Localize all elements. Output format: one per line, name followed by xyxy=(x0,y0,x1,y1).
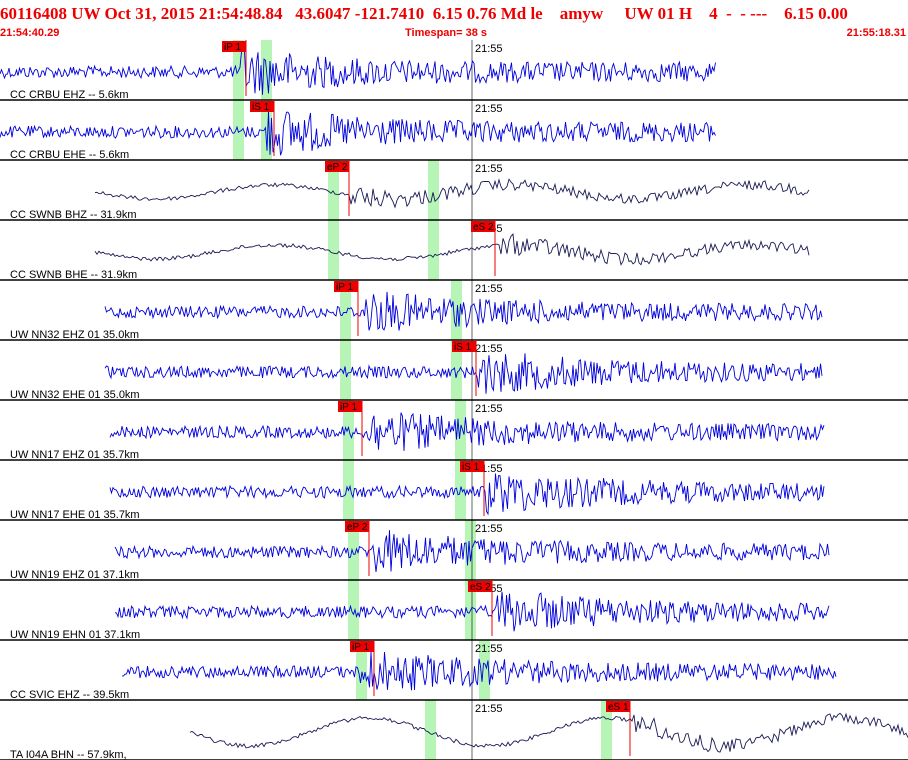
pick-label: iS 1 xyxy=(454,342,472,353)
time-mark: 21:55 xyxy=(475,283,503,295)
pick-flag xyxy=(350,641,374,652)
waveform xyxy=(0,50,716,95)
pick-flag xyxy=(325,161,349,172)
waveform xyxy=(121,651,837,691)
pick-label: eS 2 xyxy=(473,222,494,233)
pick-flag xyxy=(338,401,362,412)
pick-label: iP 1 xyxy=(336,282,353,293)
event-line: 60116408 UW Oct 31, 2015 21:54:48.84 43.… xyxy=(0,4,848,23)
time-mark: 21:55 xyxy=(475,403,503,415)
timespan: Timespan= 38 s xyxy=(405,27,487,39)
waveform xyxy=(109,412,825,451)
trace-label: UW NN32 EHE 01 35.0km xyxy=(10,389,140,401)
time-mark: 21:55 xyxy=(475,163,503,175)
trace-label: CC CRBU EHE -- 5.6km xyxy=(10,149,129,161)
trace-label: UW NN17 EHE 01 35.7km xyxy=(10,509,140,521)
pick-flag xyxy=(471,221,495,232)
time-mark: 21:55 xyxy=(475,103,503,115)
pick-window xyxy=(479,640,490,700)
pick-label: iS 1 xyxy=(252,102,270,113)
waveform xyxy=(0,110,716,156)
pick-flag xyxy=(468,581,492,592)
pick-window xyxy=(356,640,367,700)
trace-label: CC SWNB BHE -- 31.9km xyxy=(10,269,137,281)
trace-label: UW NN32 EHZ 01 35.0km xyxy=(10,329,139,341)
time-mark: 21:55 xyxy=(475,703,503,715)
waveform xyxy=(104,291,823,331)
waveform xyxy=(94,233,810,266)
end-time: 21:55:18.31 xyxy=(847,27,906,39)
pick-flag xyxy=(222,41,246,52)
waveform xyxy=(104,353,823,394)
time-mark: 21:55 xyxy=(475,523,503,535)
pick-flag xyxy=(345,521,369,532)
pick-flag xyxy=(334,281,358,292)
waveform xyxy=(114,530,830,572)
start-time: 21:54:40.29 xyxy=(0,27,59,39)
waveform xyxy=(114,591,830,632)
pick-label: eS 2 xyxy=(470,582,491,593)
pick-label: iP 1 xyxy=(224,42,241,53)
pick-flag xyxy=(460,461,484,472)
trace-label: TA I04A BHN -- 57.9km, xyxy=(10,749,127,760)
time-mark: 21:55 xyxy=(475,343,503,355)
waveform xyxy=(109,473,825,516)
trace-label: UW NN17 EHZ 01 35.7km xyxy=(10,449,139,461)
waveform xyxy=(94,178,810,209)
pick-flag xyxy=(606,701,630,712)
trace-label: CC CRBU EHZ -- 5.6km xyxy=(10,89,129,101)
pick-label: eS 1 xyxy=(608,702,629,713)
trace-label: CC SWNB BHZ -- 31.9km xyxy=(10,209,137,221)
trace-label: UW NN19 EHZ 01 37.1km xyxy=(10,569,139,581)
pick-label: eP 2 xyxy=(347,522,368,533)
pick-flag xyxy=(452,341,476,352)
pick-label: iS 1 xyxy=(462,462,480,473)
time-mark: 21:55 xyxy=(475,43,503,55)
trace-label: CC SVIC EHZ -- 39.5km xyxy=(10,689,129,701)
pick-window xyxy=(601,700,612,760)
pick-flag xyxy=(250,101,274,112)
trace-label: UW NN19 EHN 01 37.1km xyxy=(10,629,140,641)
pick-label: iP 1 xyxy=(352,642,369,653)
waveform xyxy=(189,712,908,753)
pick-label: eP 2 xyxy=(327,162,348,173)
pick-label: iP 1 xyxy=(340,402,357,413)
time-mark: 21:55 xyxy=(475,643,503,655)
pick-window xyxy=(425,700,436,760)
